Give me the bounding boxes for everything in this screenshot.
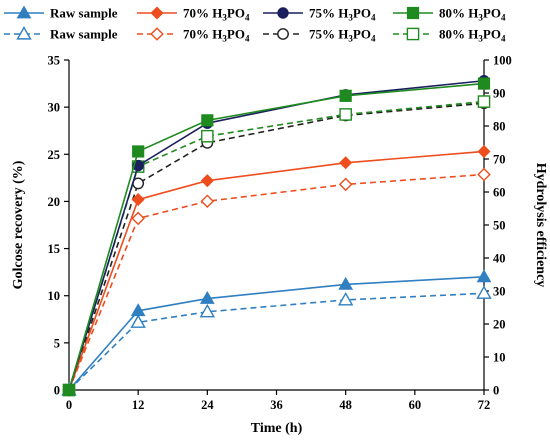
x-tick-label: 48 — [339, 398, 352, 412]
legend-label: 80% H3PO4 — [439, 27, 506, 44]
y2-tick-label: 60 — [493, 186, 506, 200]
y2-tick-label: 0 — [493, 384, 499, 398]
legend-label: 75% H3PO4 — [309, 27, 376, 44]
axes: 0 12 24 36 48 60 72051015202530350102030405060… — [48, 54, 512, 413]
data-point — [339, 89, 352, 102]
y2-tick-label: 40 — [493, 252, 506, 266]
data-point — [201, 114, 214, 127]
y-tick-label: 35 — [48, 54, 61, 68]
legend-item — [263, 28, 303, 40]
series-raw-sample-right — [61, 285, 492, 396]
legend-item — [393, 27, 433, 41]
series-line — [68, 102, 485, 391]
y2-tick-label: 90 — [493, 87, 506, 101]
y-axis-title: Golcose recovery (%) — [11, 160, 26, 289]
data-point — [199, 291, 215, 304]
y2-tick-label: 50 — [493, 219, 506, 233]
y2-tick-label: 70 — [493, 153, 506, 167]
legend-item — [137, 6, 177, 20]
y-tick-label: 20 — [48, 195, 61, 209]
y2-tick-label: 30 — [493, 285, 506, 299]
series-75-h3po4-left — [63, 75, 490, 396]
y2-tick-label: 10 — [493, 351, 506, 365]
legend-item — [263, 7, 303, 19]
series-line — [68, 79, 485, 391]
data-point — [62, 383, 76, 397]
legend-label: 75% H3PO4 — [309, 6, 376, 23]
data-point — [199, 303, 216, 318]
y-tick-label: 25 — [48, 148, 61, 162]
data-point — [477, 95, 491, 108]
y-tick-label: 10 — [48, 289, 61, 303]
legend-marker — [406, 27, 420, 41]
data-point — [131, 211, 145, 226]
y2-tick-label: 20 — [493, 318, 506, 332]
data-point — [200, 174, 214, 188]
legend-item — [4, 5, 44, 19]
series-line — [68, 173, 485, 391]
legend-marker — [406, 6, 420, 20]
legend-item — [4, 26, 44, 40]
data-point — [131, 193, 145, 207]
x-tick-label: 12 — [132, 398, 145, 412]
data-point — [132, 145, 145, 158]
legend-marker — [150, 27, 164, 41]
data-point — [477, 167, 491, 182]
legend-label: Raw sample — [50, 6, 118, 21]
legend-label: 80% H3PO4 — [439, 6, 506, 23]
y-tick-label: 15 — [48, 242, 61, 256]
data-point — [337, 291, 354, 306]
series-80-h3po4-left — [62, 77, 491, 397]
data-point — [338, 177, 353, 192]
data-point — [200, 194, 215, 209]
legend-marker — [16, 5, 32, 19]
y2-axis-title: Hydrolysis efficiency — [533, 163, 548, 288]
y2-tick-label: 100 — [493, 54, 512, 68]
data-point — [338, 276, 354, 290]
y-tick-label: 30 — [48, 101, 61, 115]
x-axis-title: Time (h) — [251, 421, 303, 436]
data-point — [477, 144, 491, 158]
data-point — [130, 314, 146, 328]
legend-marker — [277, 28, 289, 40]
series-line — [68, 292, 485, 391]
x-tick-label: 24 — [201, 398, 214, 412]
legend-item — [137, 27, 177, 41]
data-point — [339, 156, 353, 170]
legend: Raw sample 70% H3PO4 75% H3PO4 80% H3PO4 Raw… — [4, 5, 506, 44]
data-point — [477, 77, 491, 90]
data-point — [130, 303, 146, 317]
data-point — [201, 129, 214, 143]
series-line — [68, 100, 485, 391]
data-point — [476, 285, 492, 299]
plot-area — [61, 75, 492, 397]
y-tick-label: 0 — [54, 384, 60, 398]
x-tick-label: 72 — [478, 398, 491, 412]
legend-label: 70% H3PO4 — [183, 27, 250, 44]
series-70-h3po4-left — [62, 144, 491, 397]
legend-marker — [150, 6, 164, 20]
x-tick-label: 36 — [270, 398, 283, 412]
data-point — [476, 269, 492, 283]
y2-tick-label: 80 — [493, 120, 506, 134]
x-tick-label: 0 — [66, 398, 72, 412]
data-point — [339, 108, 352, 121]
legend-label: 70% H3PO4 — [183, 6, 250, 23]
y-tick-label: 5 — [54, 336, 60, 350]
x-tick-label: 60 — [409, 398, 422, 412]
legend-marker — [277, 7, 289, 19]
series-line — [68, 276, 485, 391]
legend-marker — [16, 26, 32, 40]
legend-item — [393, 6, 433, 20]
legend-label: Raw sample — [50, 27, 118, 42]
